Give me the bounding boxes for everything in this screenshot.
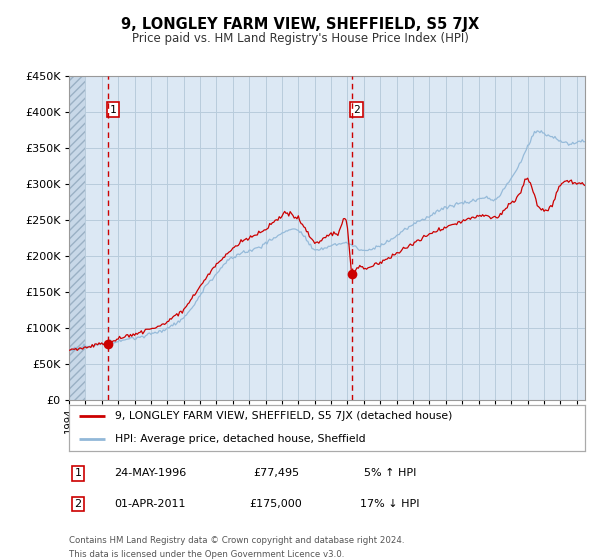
Text: 1: 1 xyxy=(110,105,116,115)
Text: 2: 2 xyxy=(74,499,82,509)
Text: Price paid vs. HM Land Registry's House Price Index (HPI): Price paid vs. HM Land Registry's House … xyxy=(131,32,469,45)
Text: 9, LONGLEY FARM VIEW, SHEFFIELD, S5 7JX: 9, LONGLEY FARM VIEW, SHEFFIELD, S5 7JX xyxy=(121,17,479,32)
Text: 9, LONGLEY FARM VIEW, SHEFFIELD, S5 7JX (detached house): 9, LONGLEY FARM VIEW, SHEFFIELD, S5 7JX … xyxy=(115,412,453,421)
Text: 01-APR-2011: 01-APR-2011 xyxy=(114,499,186,509)
Text: 24-MAY-1996: 24-MAY-1996 xyxy=(114,468,186,478)
Bar xyxy=(69,76,85,400)
Text: 5% ↑ HPI: 5% ↑ HPI xyxy=(364,468,416,478)
Text: 1: 1 xyxy=(74,468,82,478)
Text: Contains HM Land Registry data © Crown copyright and database right 2024.
This d: Contains HM Land Registry data © Crown c… xyxy=(69,536,404,559)
Text: HPI: Average price, detached house, Sheffield: HPI: Average price, detached house, Shef… xyxy=(115,435,366,444)
Text: 2: 2 xyxy=(353,105,360,115)
Text: £175,000: £175,000 xyxy=(250,499,302,509)
Text: £77,495: £77,495 xyxy=(253,468,299,478)
Text: 17% ↓ HPI: 17% ↓ HPI xyxy=(360,499,420,509)
